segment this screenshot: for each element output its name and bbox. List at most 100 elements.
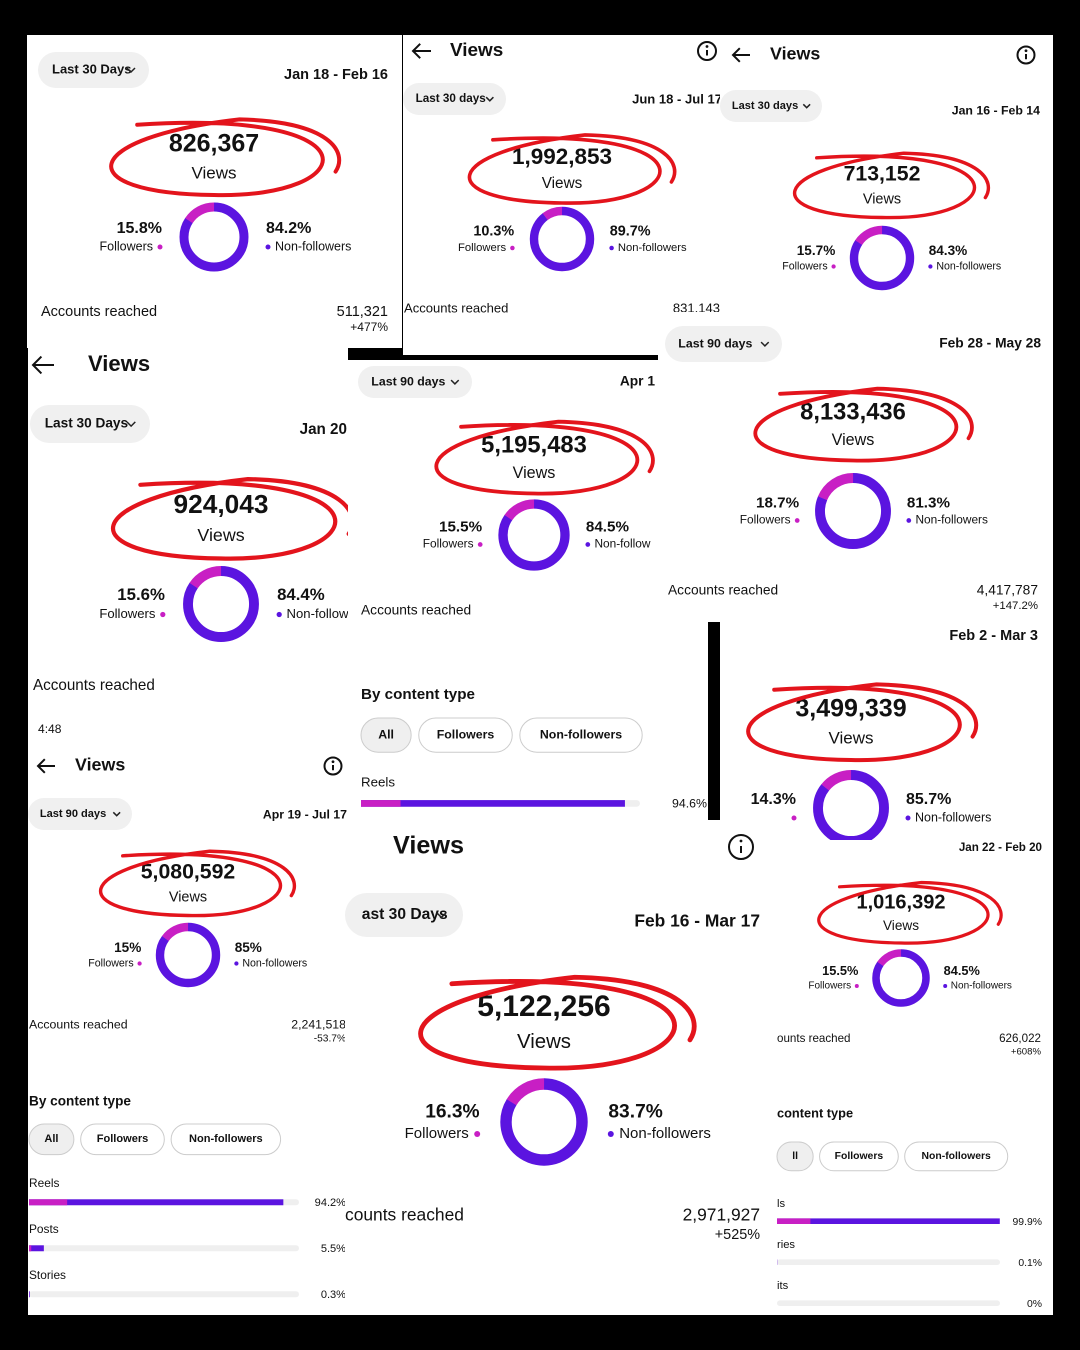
- followers-percent: 15.5%: [439, 518, 483, 535]
- panel-background: [348, 360, 708, 820]
- filter-chip-label: All: [378, 727, 394, 741]
- non-followers-percent: 85%: [235, 940, 262, 955]
- back-arrow[interactable]: [36, 758, 55, 774]
- views-label: Views: [191, 163, 236, 182]
- period-label: Last 30 days: [732, 100, 798, 112]
- red-scribble: [109, 117, 342, 198]
- non-followers-label: Non-followers: [618, 242, 687, 254]
- period-label: Last 30 days: [416, 92, 487, 105]
- dropdown-chevron: [450, 379, 460, 385]
- dropdown-chevron: [126, 421, 136, 428]
- views-label: Views: [883, 918, 919, 933]
- back-arrow[interactable]: [31, 355, 54, 375]
- followers-percent: 10.3%: [473, 224, 514, 240]
- content-bar: [361, 800, 625, 807]
- followers-arc: [529, 206, 595, 272]
- period-dropdown[interactable]: [345, 893, 463, 937]
- accounts-reached-value: 831,143: [673, 300, 720, 315]
- non-followers-dot: [276, 611, 282, 618]
- filter-chip[interactable]: [80, 1123, 165, 1156]
- screenshot-panel: Last 30 Days Jan 18 - Feb 16 826,367 Views 1…: [27, 35, 402, 348]
- content-bar-followers: [777, 1218, 811, 1224]
- followers-arc: [815, 473, 891, 549]
- date-range: Apr 19 - Jul 17: [263, 807, 347, 821]
- period-label: Last 90 days: [678, 336, 752, 350]
- period-dropdown[interactable]: [30, 405, 150, 443]
- followers-arc: [813, 770, 889, 844]
- filter-chip[interactable]: [819, 1141, 899, 1172]
- filter-chip-label: Followers: [97, 1133, 149, 1145]
- accounts-reached-label: Accounts reached: [29, 1017, 128, 1031]
- non-followers-percent: 89.7%: [610, 224, 651, 240]
- views-label: Views: [828, 728, 873, 747]
- non-followers-label: Non-follow: [287, 606, 349, 621]
- views-label: Views: [517, 1031, 571, 1053]
- non-followers-dot: [928, 264, 933, 269]
- non-followers-dot: [234, 961, 239, 966]
- period-label: Last 30 Days: [52, 61, 132, 76]
- panel-background: [775, 840, 1053, 1315]
- screenshot-panel: 4:48 Views Last 90 days Apr 19 - Jul 17 5,08…: [28, 720, 348, 1315]
- content-bar: [29, 1245, 44, 1252]
- followers-dot: [791, 815, 797, 821]
- non-followers-dot: [609, 245, 614, 251]
- content-type-title: By content type: [361, 686, 475, 703]
- followers-arc: [498, 499, 570, 571]
- dropdown-chevron: [760, 341, 770, 347]
- red-scribble: [753, 386, 974, 463]
- info-icon[interactable]: [728, 834, 754, 860]
- content-bar: [777, 1218, 1000, 1224]
- period-dropdown[interactable]: [720, 90, 822, 122]
- filter-chip[interactable]: [519, 717, 643, 753]
- period-dropdown[interactable]: [28, 798, 132, 830]
- filter-chip[interactable]: [418, 717, 513, 753]
- content-row-label: ries: [777, 1239, 795, 1251]
- filter-chip[interactable]: [360, 717, 412, 753]
- views-label: Views: [169, 889, 207, 905]
- info-icon[interactable]: [1016, 45, 1036, 65]
- period-label: Last 90 days: [371, 374, 445, 388]
- non-followers-dot: [585, 542, 591, 547]
- accounts-reached-label: Accounts reached: [41, 304, 157, 320]
- screenshot-panel: Views Last 30 days Jan 16 - Feb 14 713,152 V…: [720, 35, 1053, 312]
- filter-chip[interactable]: [776, 1141, 814, 1172]
- header-title: Views: [393, 832, 464, 860]
- views-total: 826,367: [169, 130, 259, 158]
- screenshot-panel: Views ast 30 Days Feb 16 - Mar 17 5,122,256…: [345, 820, 775, 1315]
- period-dropdown[interactable]: [403, 83, 506, 115]
- non-followers-label: Non-followers: [951, 981, 1012, 992]
- filter-chip[interactable]: [28, 1123, 75, 1156]
- views-label: Views: [542, 175, 583, 192]
- content-row-percent: 0.1%: [1018, 1258, 1042, 1269]
- back-arrow[interactable]: [731, 47, 750, 63]
- accounts-reached-label: Accounts reached: [404, 300, 508, 315]
- red-scribble: [111, 477, 348, 561]
- red-scribble: [746, 682, 979, 763]
- period-dropdown[interactable]: [38, 52, 149, 88]
- non-followers-label: Non-follow: [594, 537, 650, 551]
- followers-arc: [179, 202, 249, 272]
- followers-dot: [160, 611, 166, 618]
- accounts-reached-value: 2,971,927: [683, 1205, 760, 1225]
- screenshot-panel: Jan 22 - Feb 20 1,016,392 Views 15.5% Follow…: [775, 840, 1053, 1315]
- screenshot-panel: Feb 2 - Mar 3 3,499,339 Views 14.3% 85.7% Non…: [720, 622, 1053, 844]
- filter-chip-label: Followers: [437, 727, 495, 741]
- content-type-title: content type: [777, 1105, 853, 1120]
- info-icon[interactable]: [697, 41, 717, 61]
- filter-chip[interactable]: [904, 1141, 1009, 1172]
- views-label: Views: [832, 431, 875, 449]
- dropdown-chevron: [112, 811, 121, 817]
- back-arrow[interactable]: [411, 43, 431, 59]
- date-range: Jan 20: [300, 421, 347, 438]
- filter-chip-label: Followers: [835, 1151, 884, 1162]
- date-range: Feb 28 - May 28: [939, 336, 1041, 351]
- period-dropdown[interactable]: [665, 326, 782, 362]
- non-followers-label: Non-followers: [915, 810, 991, 824]
- filter-chip[interactable]: [170, 1123, 282, 1156]
- info-icon[interactable]: [323, 756, 343, 776]
- period-dropdown[interactable]: [358, 366, 472, 398]
- content-row-percent: 5.5%: [321, 1243, 346, 1255]
- content-bar-fill: [361, 800, 625, 807]
